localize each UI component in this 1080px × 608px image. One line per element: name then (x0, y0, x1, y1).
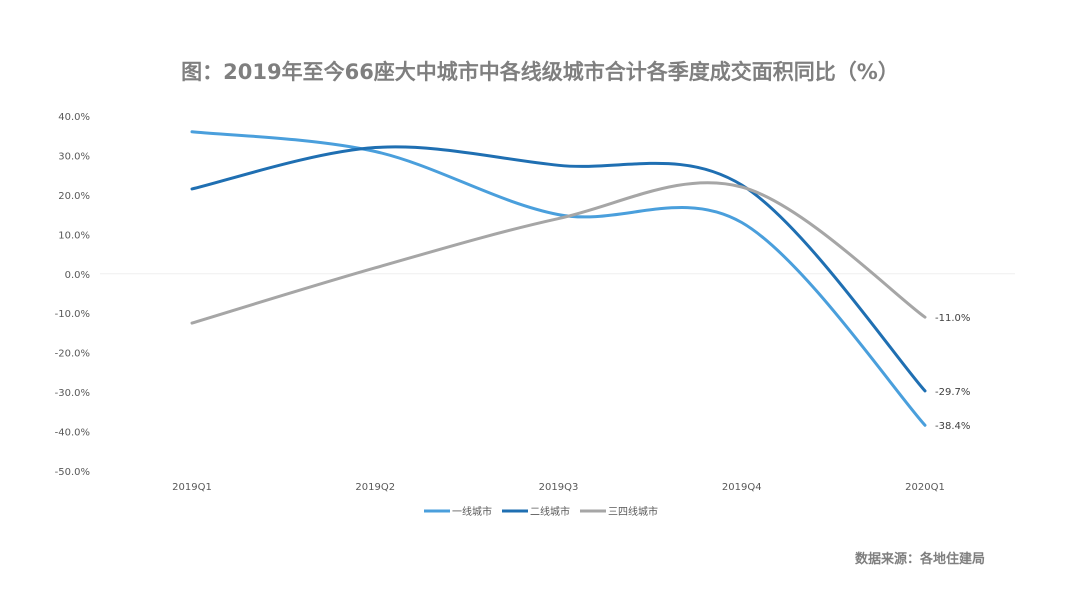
legend-label-3: 三四线城市 (608, 505, 658, 518)
y-tick-label: -20.0% (55, 349, 90, 360)
series-layer (190, 130, 927, 427)
x-tick-label: 2019Q1 (172, 482, 212, 493)
legend: 一线城市 二线城市 三四线城市 (424, 505, 658, 518)
series-2-end-label: -29.7% (935, 387, 970, 398)
y-tick-label: 30.0% (58, 151, 90, 162)
y-tick-label: 20.0% (58, 191, 90, 202)
y-tick-label: -10.0% (55, 309, 90, 320)
source-note: 数据来源：各地住建局 (854, 552, 985, 567)
x-tick-label: 2019Q3 (539, 482, 579, 493)
y-tick-label: -50.0% (55, 467, 90, 478)
legend-label-2: 二线城市 (530, 505, 570, 518)
series-line-2 (190, 145, 927, 393)
chart-title: 图：2019年至今66座大中城市中各线级城市合计各季度成交面积同比（%） (181, 60, 899, 84)
x-axis-ticks: 2019Q1 2019Q2 2019Q3 2019Q4 2020Q1 (172, 482, 945, 493)
legend-label-1: 一线城市 (452, 505, 492, 518)
data-labels: -38.4% -29.7% -11.0% (935, 313, 970, 432)
series-3-end-label: -11.0% (935, 313, 970, 324)
series-1-end-label: -38.4% (935, 421, 970, 432)
y-tick-label: -30.0% (55, 388, 90, 399)
x-tick-label: 2020Q1 (905, 482, 945, 493)
y-tick-label: 40.0% (58, 112, 90, 123)
x-tick-label: 2019Q2 (355, 482, 395, 493)
y-axis-ticks: 40.0% 30.0% 20.0% 10.0% 0.0% -10.0% -20.0% -30.… (55, 112, 90, 478)
x-tick-label: 2019Q4 (722, 482, 762, 493)
series-line-1 (190, 130, 927, 427)
y-tick-label: 0.0% (65, 270, 90, 281)
series-line-3 (190, 181, 927, 325)
y-tick-label: -40.0% (55, 428, 90, 439)
y-tick-label: 10.0% (58, 230, 90, 241)
